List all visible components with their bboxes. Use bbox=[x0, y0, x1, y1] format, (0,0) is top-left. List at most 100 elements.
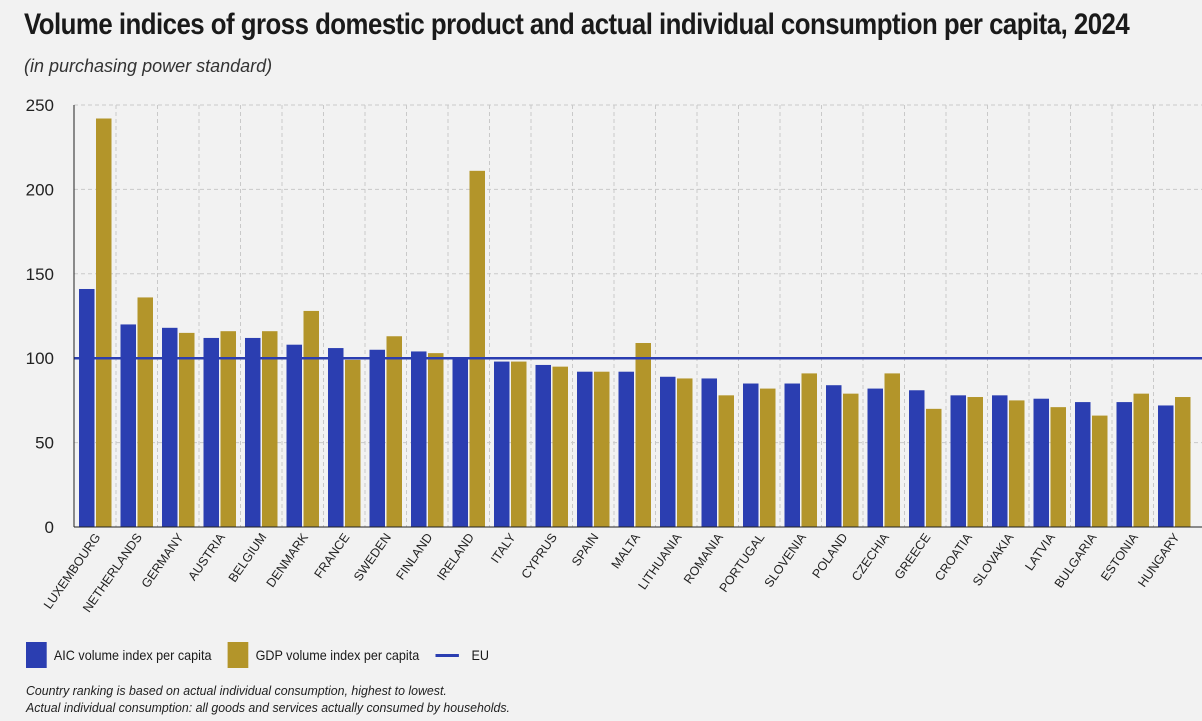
y-tick-label: 50 bbox=[35, 434, 54, 453]
x-tick-label: GREECE bbox=[892, 531, 934, 582]
bar-gdp-latvia bbox=[1050, 407, 1066, 527]
x-axis: LUXEMBOURGNETHERLANDSGERMANYAUSTRIABELGI… bbox=[41, 526, 1202, 615]
bar-gdp-portugal bbox=[760, 388, 776, 527]
bar-gdp-greece bbox=[926, 408, 942, 527]
bar-aic-finland bbox=[411, 351, 427, 527]
bar-gdp-italy bbox=[511, 361, 527, 527]
y-tick-label: 100 bbox=[26, 349, 54, 368]
x-tick-label: SLOVENIA bbox=[762, 530, 810, 590]
bar-aic-ireland bbox=[452, 358, 468, 527]
bar-gdp-spain bbox=[594, 371, 610, 527]
bar-aic-italy bbox=[494, 361, 510, 527]
bar-gdp-belgium bbox=[262, 331, 278, 527]
x-tick-label: SPAIN bbox=[569, 531, 601, 569]
y-axis: 0 50 100 150 200 250 bbox=[26, 96, 75, 537]
bar-aic-slovakia bbox=[992, 395, 1008, 527]
bar-gdp-slovenia bbox=[801, 373, 817, 527]
legend: AIC volume index per capita GDP volume i… bbox=[26, 642, 505, 668]
bar-aic-germany bbox=[162, 327, 178, 527]
bar-gdp-denmark bbox=[303, 310, 319, 527]
bar-aic-france bbox=[328, 348, 344, 527]
x-tick-label: SLOVAKIA bbox=[970, 530, 1017, 588]
bar-chart: 0 50 100 150 200 250 LUXEMBOURGNETHERLANDSGER… bbox=[26, 96, 1202, 615]
bar-gdp-austria bbox=[220, 331, 236, 527]
x-tick-label: BELGIUM bbox=[226, 531, 270, 585]
footnotes: Country ranking is based on actual indiv… bbox=[26, 682, 510, 716]
bar-aic-cyprus bbox=[535, 364, 551, 527]
y-tick-label: 200 bbox=[26, 180, 54, 199]
bar-gdp-lithuania bbox=[677, 378, 693, 527]
legend-label-gdp: GDP volume index per capita bbox=[255, 647, 420, 663]
bar-aic-belgium bbox=[245, 337, 261, 527]
x-tick-label: CZECHIA bbox=[849, 530, 892, 584]
footnote-definition: Actual individual consumption: all goods… bbox=[26, 700, 510, 715]
bar-gdp-croatia bbox=[967, 397, 983, 527]
x-tick-label: SWEDEN bbox=[351, 531, 394, 584]
bar-gdp-luxembourg bbox=[96, 118, 112, 527]
x-tick-label: CYPRUS bbox=[519, 531, 560, 582]
x-tick-label: FINLAND bbox=[393, 531, 435, 583]
bar-gdp-finland bbox=[428, 353, 444, 527]
x-tick-label: ESTONIA bbox=[1098, 530, 1141, 583]
legend-swatch-aic bbox=[26, 642, 47, 668]
y-tick-label: 0 bbox=[45, 518, 54, 537]
bar-aic-greece bbox=[909, 390, 925, 527]
bar-aic-czechia bbox=[867, 388, 883, 527]
bar-aic-estonia bbox=[1116, 402, 1132, 527]
bar-aic-bulgaria bbox=[1075, 402, 1091, 527]
bar-aic-denmark bbox=[286, 344, 302, 527]
x-tick-label: BULGARIA bbox=[1052, 530, 1100, 590]
bar-gdp-malta bbox=[635, 343, 651, 527]
x-tick-label: MALTA bbox=[609, 530, 644, 571]
y-tick-label: 250 bbox=[26, 96, 54, 115]
bar-aic-sweden bbox=[369, 349, 385, 527]
bar-gdp-slovakia bbox=[1009, 400, 1025, 527]
footnote-ranking: Country ranking is based on actual indiv… bbox=[26, 683, 447, 698]
bar-gdp-germany bbox=[179, 332, 195, 527]
legend-label-aic: AIC volume index per capita bbox=[53, 647, 212, 663]
legend-item-aic: AIC volume index per capita bbox=[26, 642, 211, 668]
bar-gdp-cyprus bbox=[552, 366, 568, 527]
bar-aic-croatia bbox=[950, 395, 966, 527]
bar-aic-hungary bbox=[1158, 405, 1174, 527]
bar-aic-lithuania bbox=[660, 376, 676, 527]
x-tick-label: LATVIA bbox=[1022, 530, 1058, 573]
x-tick-label: ITALY bbox=[488, 530, 519, 566]
bar-gdp-ireland bbox=[469, 170, 485, 527]
bar-aic-slovenia bbox=[784, 383, 800, 527]
x-tick-label: LITHUANIA bbox=[636, 530, 685, 592]
bar-aic-spain bbox=[577, 371, 593, 527]
bar-gdp-sweden bbox=[386, 336, 402, 527]
bar-gdp-hungary bbox=[1175, 397, 1191, 527]
legend-swatch-gdp bbox=[227, 642, 249, 668]
bar-aic-netherlands bbox=[120, 324, 136, 527]
bar-gdp-estonia bbox=[1133, 393, 1149, 527]
chart-title: Volume indices of gross domestic product… bbox=[24, 8, 1130, 41]
bar-gdp-poland bbox=[843, 393, 859, 527]
x-tick-label: ROMANIA bbox=[681, 530, 726, 586]
x-tick-label: DENMARK bbox=[264, 530, 312, 590]
bar-gdp-romania bbox=[718, 395, 734, 527]
bar-aic-luxembourg bbox=[79, 288, 95, 527]
x-tick-label: HUNGARY bbox=[1135, 530, 1183, 590]
legend-label-eu: EU bbox=[471, 647, 489, 663]
bar-gdp-netherlands bbox=[137, 297, 153, 527]
bar-aic-portugal bbox=[743, 383, 759, 527]
bar-gdp-bulgaria bbox=[1092, 415, 1108, 527]
bar-aic-malta bbox=[618, 371, 634, 527]
x-tick-label: POLAND bbox=[810, 531, 851, 581]
x-tick-label: CROATIA bbox=[932, 530, 975, 583]
legend-item-eu: EU bbox=[435, 647, 489, 663]
bar-aic-austria bbox=[203, 337, 219, 527]
x-tick-label: IRELAND bbox=[434, 531, 477, 583]
bar-aic-poland bbox=[826, 385, 842, 527]
y-tick-label: 150 bbox=[26, 265, 54, 284]
bar-gdp-france bbox=[345, 359, 361, 527]
bar-aic-latvia bbox=[1033, 398, 1049, 527]
chart-subtitle: (in purchasing power standard) bbox=[24, 56, 273, 76]
x-tick-label: FRANCE bbox=[312, 531, 353, 581]
x-tick-label: AUSTRIA bbox=[185, 530, 228, 583]
bar-aic-romania bbox=[701, 378, 717, 527]
legend-item-gdp: GDP volume index per capita bbox=[227, 642, 420, 668]
x-tick-label: GERMANY bbox=[139, 530, 187, 590]
